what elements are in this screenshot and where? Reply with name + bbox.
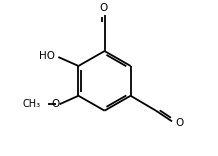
Text: O: O <box>100 3 108 13</box>
Text: O: O <box>175 118 183 129</box>
Text: CH₃: CH₃ <box>22 99 41 109</box>
Text: HO: HO <box>39 51 55 61</box>
Text: O: O <box>51 99 59 109</box>
